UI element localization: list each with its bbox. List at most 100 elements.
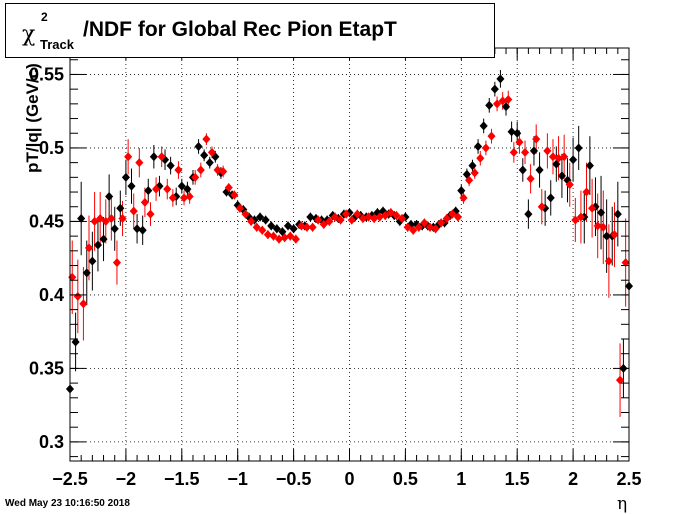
- y-axis-label: pT/|q| (GeV/c): [23, 63, 42, 173]
- data-point: [554, 153, 563, 163]
- data-point: [202, 134, 211, 144]
- x-tick-label: −2: [116, 469, 137, 489]
- data-point: [166, 161, 175, 171]
- data-point: [73, 291, 82, 301]
- data-point: [314, 215, 323, 225]
- data-point: [116, 203, 125, 213]
- data-point: [241, 209, 250, 219]
- data-point: [252, 222, 261, 232]
- y-tick-label: 0.45: [29, 211, 64, 231]
- data-point: [535, 165, 544, 175]
- title-superscript: 2: [41, 10, 48, 24]
- data-point: [501, 102, 511, 112]
- data-point: [593, 221, 602, 231]
- x-tick-label: 0.5: [393, 469, 418, 489]
- data-point: [250, 215, 259, 225]
- x-tick-label: 2.5: [616, 469, 641, 489]
- data-point: [283, 221, 293, 231]
- data-point: [93, 240, 102, 250]
- y-tick-label: 0.35: [29, 358, 64, 378]
- data-point: [152, 184, 161, 194]
- x-axis-label: η: [617, 494, 628, 514]
- data-point: [336, 215, 345, 225]
- data-point: [233, 200, 242, 210]
- data-point: [118, 213, 127, 223]
- data-point: [465, 175, 474, 185]
- data-point: [112, 258, 122, 268]
- data-point: [289, 224, 298, 234]
- data-point: [207, 147, 217, 157]
- data-point: [325, 216, 334, 226]
- data-point: [272, 224, 281, 234]
- data-point: [507, 127, 516, 137]
- data-point: [200, 150, 209, 160]
- data-point: [308, 222, 317, 232]
- data-point: [613, 209, 622, 219]
- y-tick-label: 0.3: [39, 432, 64, 452]
- data-point: [397, 213, 407, 223]
- data-point: [518, 165, 527, 175]
- data-point: [196, 165, 205, 175]
- x-tick-label: −1.5: [164, 469, 200, 489]
- data-point: [101, 216, 110, 226]
- data-point: [403, 222, 412, 232]
- data-point: [256, 212, 265, 222]
- data-point: [213, 165, 222, 175]
- data-point: [157, 152, 166, 162]
- data-point: [420, 218, 429, 228]
- data-point: [569, 155, 578, 165]
- data-point: [474, 141, 483, 151]
- data-point: [124, 152, 133, 162]
- data-point: [543, 146, 552, 156]
- data-point: [557, 171, 566, 181]
- data-point: [140, 197, 149, 207]
- y-tick-label: 0.55: [29, 64, 64, 84]
- data-point: [597, 208, 606, 218]
- data-point: [616, 375, 625, 385]
- data-point: [386, 208, 395, 218]
- data-point: [582, 187, 591, 197]
- data-point: [90, 216, 99, 226]
- data-point: [129, 206, 138, 216]
- data-point: [79, 299, 88, 309]
- data-point: [602, 231, 611, 241]
- data-point: [459, 193, 468, 203]
- data-point: [571, 215, 580, 225]
- data-point: [453, 212, 462, 222]
- data-point: [548, 152, 558, 162]
- data-point: [191, 172, 200, 182]
- data-point: [529, 146, 539, 156]
- data-point: [347, 215, 356, 225]
- data-point: [375, 212, 384, 222]
- data-point: [219, 166, 228, 176]
- data-point: [520, 147, 530, 157]
- axis-ticks: [69, 48, 630, 461]
- data-point: [146, 209, 155, 219]
- data-point: [599, 222, 608, 232]
- data-point: [576, 212, 585, 222]
- data-point: [286, 231, 295, 241]
- data-point: [144, 186, 153, 196]
- y-tick-label: 0.5: [39, 138, 64, 158]
- data-point: [476, 153, 485, 163]
- x-tick-label: −0.5: [276, 469, 312, 489]
- data-point: [110, 224, 119, 234]
- data-point: [381, 211, 390, 221]
- data-point: [71, 337, 80, 347]
- data-point: [353, 209, 362, 219]
- data-point: [487, 131, 496, 141]
- data-point: [493, 99, 502, 109]
- data-point: [183, 184, 192, 194]
- data-point: [412, 219, 421, 229]
- plot-frame: [69, 47, 630, 462]
- data-point: [267, 221, 276, 231]
- data-point: [133, 224, 142, 234]
- data-point: [532, 134, 541, 144]
- data-point: [481, 143, 490, 153]
- data-point: [585, 161, 594, 171]
- data-point: [621, 258, 630, 268]
- data-point: [168, 193, 177, 203]
- data-point: [263, 230, 272, 240]
- data-point: [185, 191, 194, 201]
